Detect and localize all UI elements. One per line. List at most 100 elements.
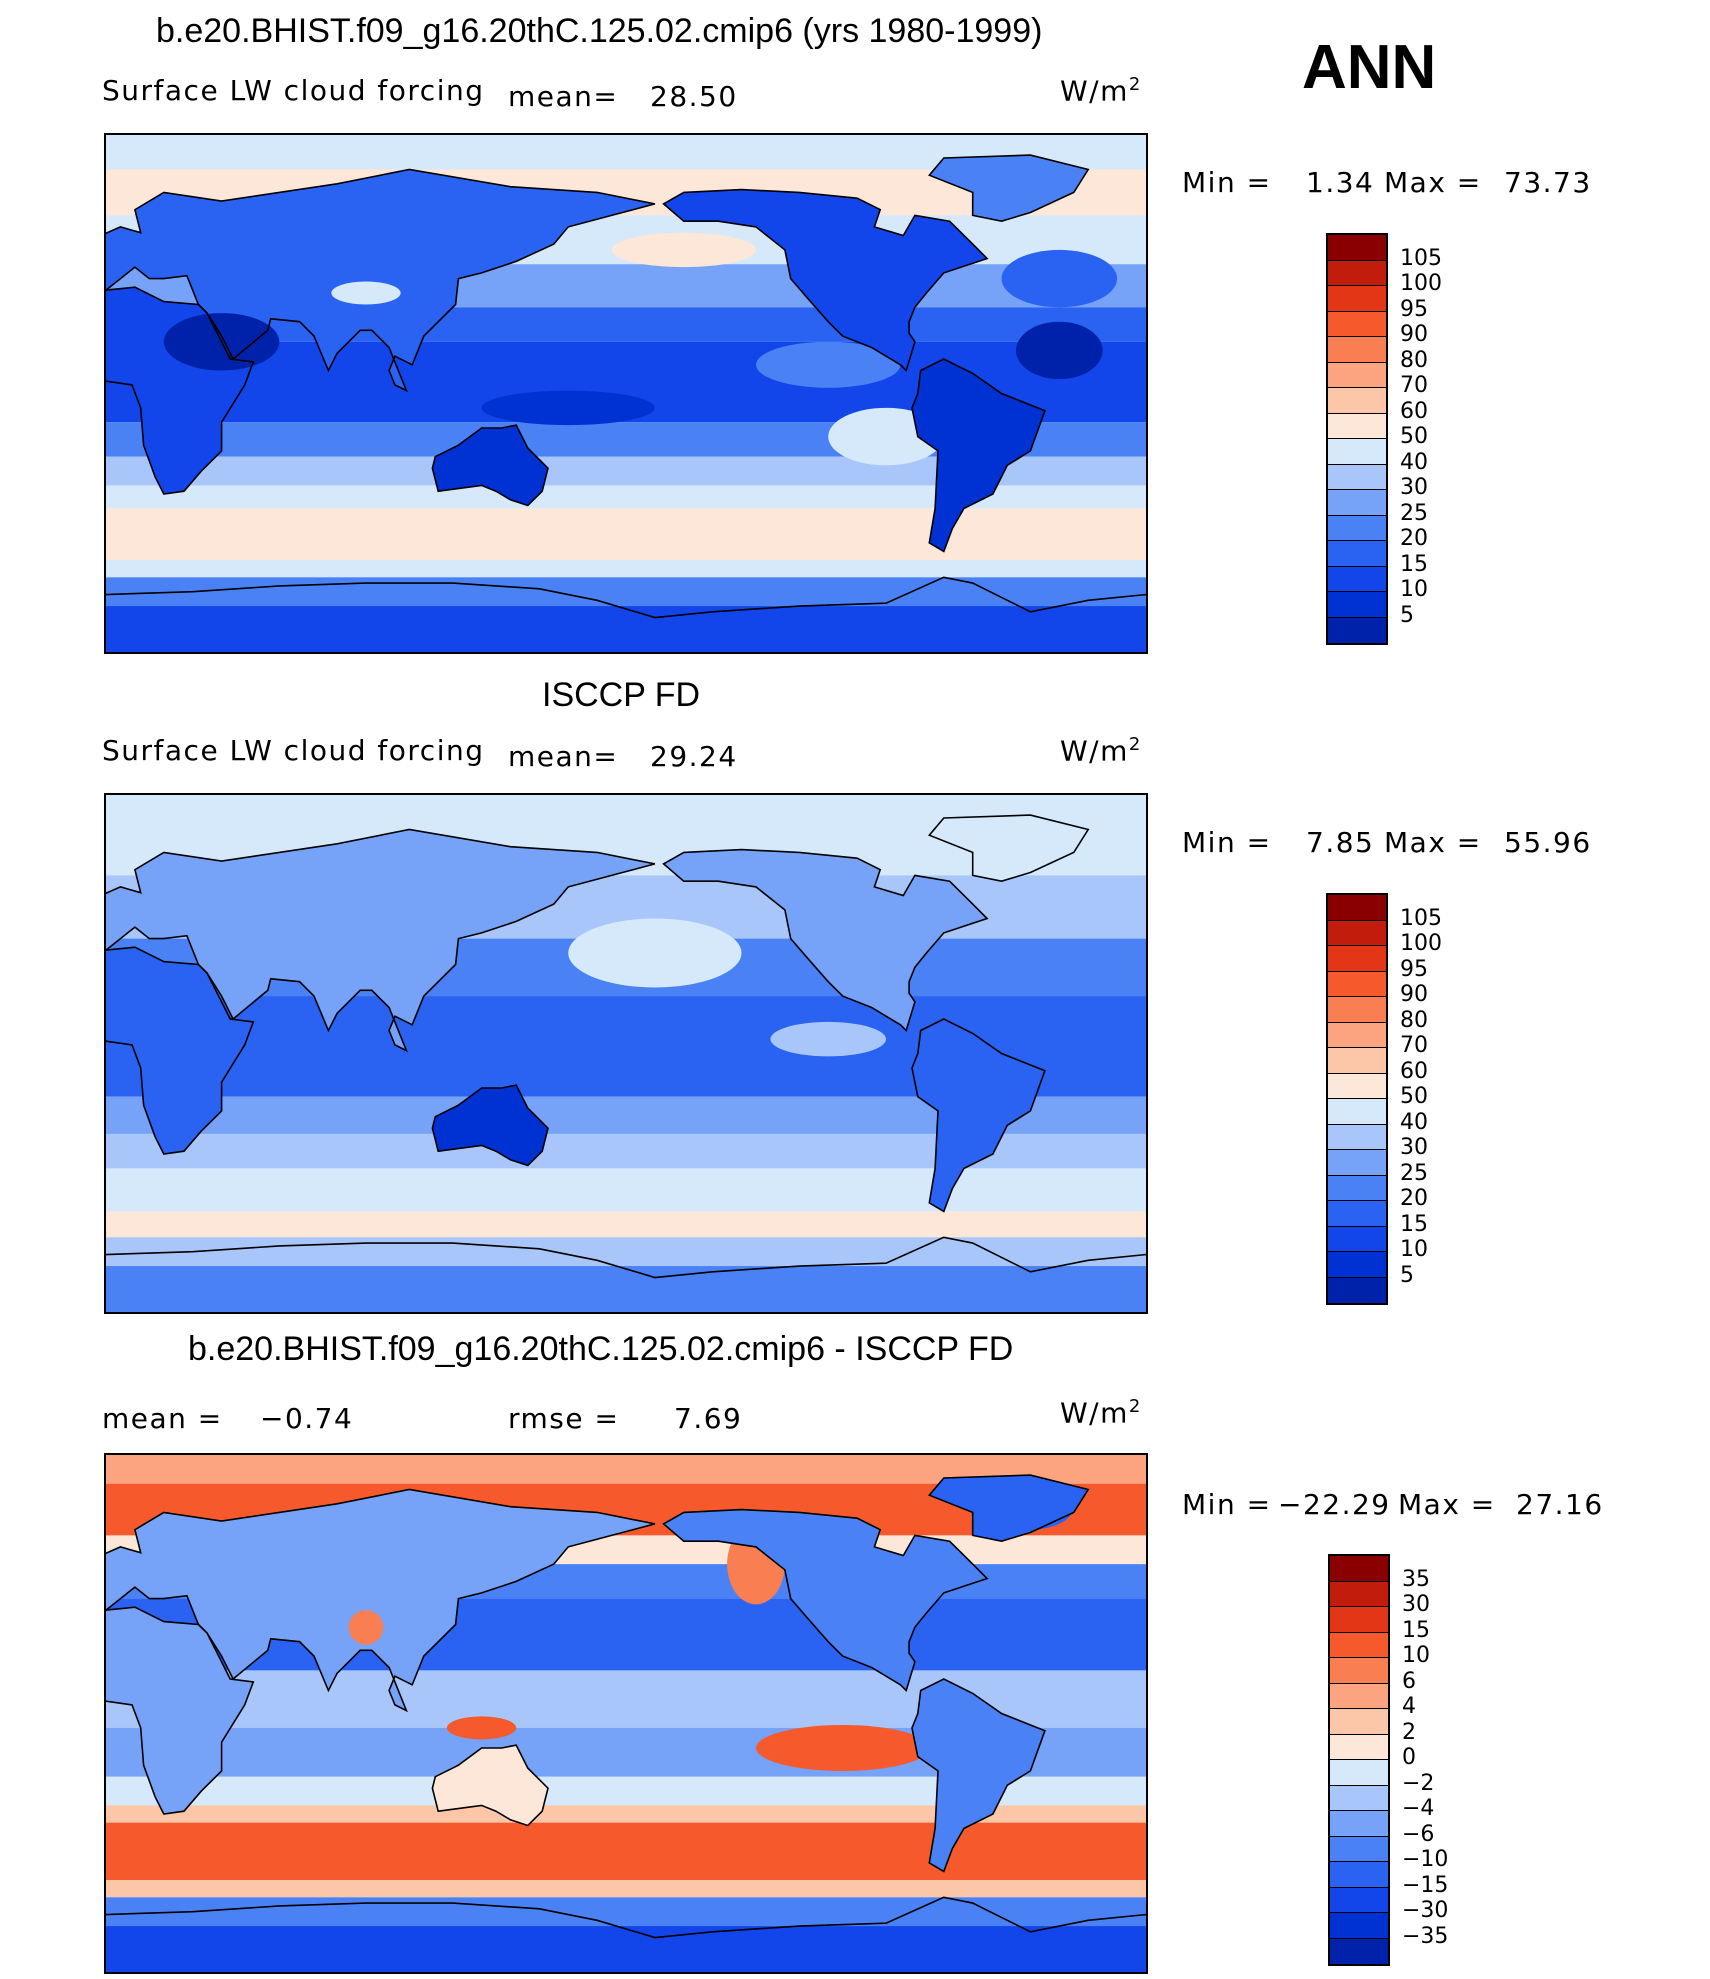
colorbar-swatch: [1330, 1607, 1388, 1633]
coastline-greenland: [927, 154, 1090, 223]
colorbar-swatch: [1328, 337, 1386, 363]
colorbar-swatch: [1328, 515, 1386, 541]
field-band: [106, 560, 1146, 578]
colorbar-swatch: [1328, 1150, 1386, 1176]
panel2-mean-label: mean=: [508, 740, 619, 773]
colorbar-tick-label: −6: [1402, 1821, 1435, 1847]
colorbar-tick-label: 20: [1400, 526, 1428, 551]
land-field-greenland: [929, 155, 1089, 222]
colorbar-swatch: [1330, 1811, 1388, 1837]
field-patch: [481, 390, 655, 426]
colorbar-swatch: [1328, 1048, 1386, 1074]
colorbar-tick-label: −4: [1402, 1796, 1435, 1821]
colorbar-swatch: [1328, 971, 1386, 997]
land-field-africa: [106, 1607, 254, 1814]
colorbar-tick-label: 2: [1402, 1719, 1416, 1745]
colorbar-swatch: [1328, 1252, 1386, 1278]
coastline-eurasia: [106, 168, 656, 393]
panel3-rmse-value: 7.69: [674, 1402, 743, 1435]
field-band: [106, 1880, 1146, 1898]
panel1-variable-label: Surface LW cloud forcing: [102, 74, 485, 107]
colorbar-tick-label: 6: [1402, 1668, 1416, 1694]
coastline-australia: [431, 1084, 549, 1167]
colorbar-swatch: [1328, 592, 1386, 618]
colorbar-tick-label: −10: [1402, 1847, 1449, 1872]
colorbar-tick-label: 5: [1400, 602, 1414, 628]
colorbar-swatch: [1328, 1099, 1386, 1125]
colorbar-swatch: [1328, 490, 1386, 516]
panel2-min-value: 7.85: [1306, 826, 1375, 859]
colorbar-swatch: [1328, 997, 1386, 1023]
colorbar-tick-label: 105: [1400, 245, 1442, 271]
colorbar-tick-label: 80: [1400, 1007, 1428, 1033]
colorbar-swatch: [1328, 413, 1386, 439]
field-band: [106, 1805, 1146, 1823]
field-patch: [770, 1021, 886, 1057]
field-patch: [348, 1610, 384, 1645]
colorbar-tick-label: 60: [1400, 398, 1428, 424]
panel1-units: W/m2: [1060, 74, 1142, 108]
panel1-title: b.e20.BHIST.f09_g16.20thC.125.02.cmip6 (…: [156, 12, 1043, 50]
colorbar-swatch: [1328, 439, 1386, 465]
colorbar-swatch: [1328, 1277, 1386, 1303]
coastline-australia: [431, 1744, 549, 1827]
land-field-africa: [106, 947, 254, 1154]
colorbar-swatch: [1330, 1913, 1388, 1939]
coastline-eurasia: [106, 1488, 656, 1713]
coastline-north-america: [662, 188, 989, 372]
colorbar-tick-label: 15: [1402, 1617, 1430, 1643]
colorbar-tick-label: 60: [1400, 1058, 1428, 1084]
panel1-min-value: 1.34: [1306, 166, 1375, 199]
field-band: [106, 1926, 1146, 1972]
colorbar-tick-label: 10: [1400, 1237, 1428, 1262]
colorbar-tick-label: 15: [1400, 551, 1428, 577]
field-band: [106, 577, 1146, 607]
panel3-max-label: Max =: [1398, 1488, 1496, 1521]
colorbar-tick-label: 25: [1400, 1160, 1428, 1186]
field-band: [106, 508, 1146, 561]
colorbar-swatch: [1330, 1862, 1388, 1888]
panel1-colorbar: [1326, 233, 1388, 645]
colorbar-swatch: [1328, 286, 1386, 312]
colorbar-tick-label: 10: [1400, 577, 1428, 602]
field-band: [106, 1897, 1146, 1927]
field-patch: [1001, 249, 1118, 308]
colorbar-tick-label: −15: [1402, 1872, 1449, 1898]
field-patch: [1016, 321, 1103, 380]
colorbar-swatch: [1330, 1734, 1388, 1760]
panel3-mean-label: mean =: [102, 1402, 223, 1435]
colorbar-swatch: [1328, 1022, 1386, 1048]
coastline-africa: [106, 286, 255, 495]
panel3-mean-value: −0.74: [260, 1402, 354, 1435]
coastline-south-america: [911, 1678, 1046, 1873]
field-band: [106, 1211, 1146, 1238]
field-patch: [446, 1716, 517, 1740]
colorbar-tick-label: 10: [1402, 1643, 1430, 1668]
coastline-south-america: [911, 358, 1046, 553]
panel3-title: b.e20.BHIST.f09_g16.20thC.125.02.cmip6 -…: [188, 1330, 1014, 1368]
colorbar-tick-label: 25: [1400, 500, 1428, 526]
colorbar-swatch: [1330, 1556, 1388, 1582]
colorbar-swatch: [1330, 1632, 1388, 1658]
land-field-eurasia: [106, 1489, 655, 1711]
colorbar-swatch: [1328, 388, 1386, 414]
field-band: [106, 485, 1146, 509]
colorbar-tick-label: 40: [1400, 1109, 1428, 1135]
land-field-south-america: [912, 359, 1045, 552]
panel3-min-value: −22.29: [1278, 1488, 1391, 1521]
colorbar-tick-label: 100: [1400, 271, 1442, 296]
field-band: [106, 1822, 1146, 1881]
field-patch: [756, 341, 901, 388]
land-field-north-america: [663, 849, 988, 1031]
colorbar-tick-label: 4: [1402, 1694, 1416, 1719]
panel1-mean-value: 28.50: [650, 80, 738, 113]
season-label: ANN: [1302, 33, 1437, 102]
panel2-variable-label: Surface LW cloud forcing: [102, 734, 485, 767]
colorbar-tick-label: 30: [1402, 1592, 1430, 1617]
colorbar-swatch: [1328, 362, 1386, 388]
colorbar-tick-label: 95: [1400, 956, 1428, 982]
colorbar-tick-label: 30: [1400, 475, 1428, 500]
colorbar-swatch: [1330, 1836, 1388, 1862]
colorbar-swatch: [1328, 311, 1386, 337]
colorbar-swatch: [1328, 1226, 1386, 1252]
